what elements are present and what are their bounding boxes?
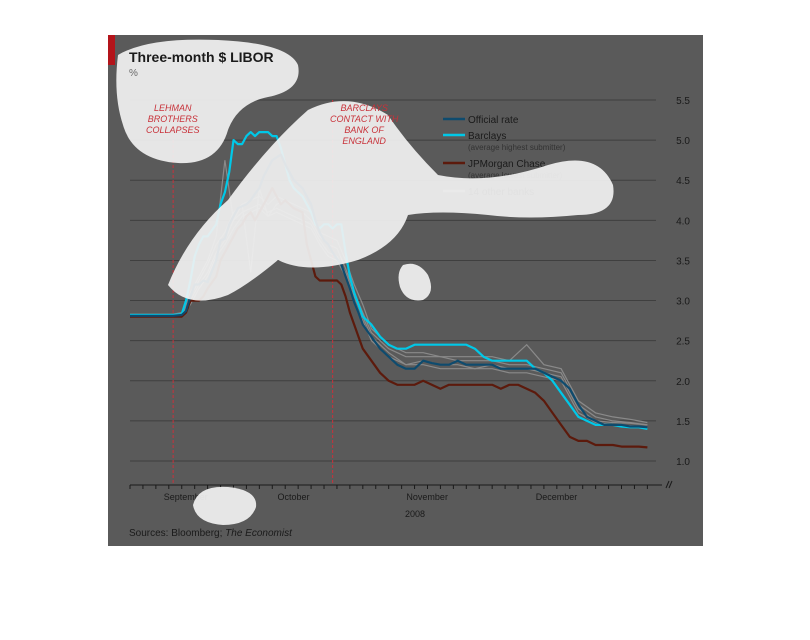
y-tick-label: 4.5: [676, 176, 690, 187]
y-tick-label: 3.5: [676, 256, 690, 267]
small-blob: [398, 263, 432, 301]
x-tick-label: September: [164, 492, 208, 502]
chart-title: Three-month $ LIBOR: [129, 49, 274, 65]
source-prefix: Sources: Bloomberg;: [129, 528, 226, 539]
title-blob: [116, 39, 299, 164]
unit-label: %: [129, 68, 138, 79]
x-year-label: 2008: [405, 509, 425, 519]
y-tick-label: 1.0: [676, 457, 690, 468]
legend-label-barclays: Barclays: [468, 131, 506, 142]
brand-tab: [108, 35, 115, 65]
chart-svg: 1.0 1.5 2.0 2.5 3.0 3.5 4.0 4.5 5.0 5.5 September…: [116, 39, 690, 525]
x-tick-label: October: [278, 492, 310, 502]
bottom-blob: [193, 486, 257, 525]
y-tick-label: 1.5: [676, 417, 690, 428]
y-tick-label: 4.0: [676, 216, 690, 227]
chart-panel: 1.0 1.5 2.0 2.5 3.0 3.5 4.0 4.5 5.0 5.5 September…: [108, 35, 703, 546]
annotation-barclays: BARCLAYS CONTACT WITH BANK OF ENGLAND: [330, 103, 399, 146]
annotation-lehman: LEHMAN BROTHERS COLLAPSES: [146, 103, 200, 135]
overlay-blobs: [116, 39, 614, 525]
y-tick-label: 2.0: [676, 377, 690, 388]
source-italic: The Economist: [225, 528, 292, 539]
legend-label-jpmorgan: JPMorgan Chase: [468, 159, 546, 170]
y-tick-label: 3.0: [676, 297, 690, 308]
x-tick-label: November: [406, 492, 448, 502]
legend-sub-barclays: (average highest submitter): [468, 143, 566, 152]
y-tick-label: 5.5: [676, 96, 690, 107]
x-tick-label: December: [536, 492, 578, 502]
y-tick-label: 5.0: [676, 136, 690, 147]
source-note: Sources: Bloomberg; The Economist: [129, 528, 292, 539]
center-blob: [168, 101, 614, 301]
legend-label-official: Official rate: [468, 115, 519, 126]
axis-break-icon: [665, 480, 673, 489]
y-tick-label: 2.5: [676, 337, 690, 348]
